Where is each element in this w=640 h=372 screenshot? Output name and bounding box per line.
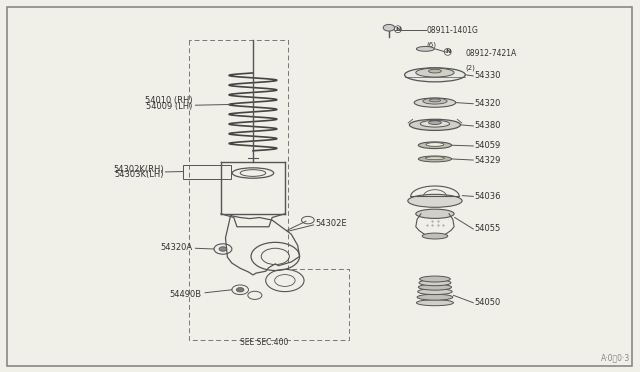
Ellipse shape: [419, 156, 452, 162]
Ellipse shape: [410, 119, 461, 131]
Text: 54329: 54329: [474, 155, 501, 164]
Text: 54010 (RH): 54010 (RH): [145, 96, 192, 105]
Text: 54320: 54320: [474, 99, 501, 108]
Text: 54302K(RH): 54302K(RH): [113, 165, 164, 174]
Text: (6): (6): [426, 41, 436, 48]
Text: 54036: 54036: [474, 192, 501, 201]
Ellipse shape: [420, 276, 451, 282]
Ellipse shape: [419, 280, 451, 286]
Text: 54330: 54330: [474, 71, 501, 80]
Text: 54380: 54380: [474, 122, 501, 131]
Bar: [182, 164, 230, 179]
Text: 54302E: 54302E: [316, 219, 347, 228]
Ellipse shape: [416, 209, 454, 218]
Text: 54320A: 54320A: [160, 243, 192, 252]
Ellipse shape: [404, 68, 465, 82]
Text: 54009 (LH): 54009 (LH): [146, 102, 192, 111]
Ellipse shape: [429, 121, 442, 125]
Text: 08912-7421A: 08912-7421A: [466, 49, 517, 58]
Ellipse shape: [422, 233, 448, 239]
Text: 08911-1401G: 08911-1401G: [426, 26, 478, 35]
Ellipse shape: [423, 98, 447, 104]
Ellipse shape: [416, 68, 454, 77]
Text: SEE SEC.400: SEE SEC.400: [240, 338, 289, 347]
Text: 54055: 54055: [474, 224, 500, 234]
Ellipse shape: [426, 142, 444, 146]
Ellipse shape: [419, 284, 452, 290]
Ellipse shape: [417, 300, 454, 306]
Text: 54050: 54050: [474, 298, 500, 307]
Text: (2): (2): [466, 64, 476, 71]
Ellipse shape: [408, 194, 462, 207]
Text: A·0＊0·3: A·0＊0·3: [600, 353, 630, 362]
Ellipse shape: [417, 46, 435, 51]
Ellipse shape: [417, 294, 453, 300]
Ellipse shape: [420, 121, 450, 127]
Ellipse shape: [414, 98, 456, 107]
Ellipse shape: [419, 142, 452, 148]
Text: N: N: [445, 49, 451, 54]
Text: 54490B: 54490B: [170, 291, 202, 299]
Circle shape: [219, 247, 227, 251]
Ellipse shape: [429, 69, 442, 73]
Circle shape: [383, 25, 395, 31]
Ellipse shape: [418, 289, 452, 295]
Ellipse shape: [429, 99, 441, 102]
Text: 54059: 54059: [474, 141, 500, 151]
Circle shape: [236, 288, 244, 292]
Text: N: N: [396, 27, 401, 32]
Text: 54303K(LH): 54303K(LH): [114, 170, 164, 179]
Ellipse shape: [426, 157, 445, 160]
